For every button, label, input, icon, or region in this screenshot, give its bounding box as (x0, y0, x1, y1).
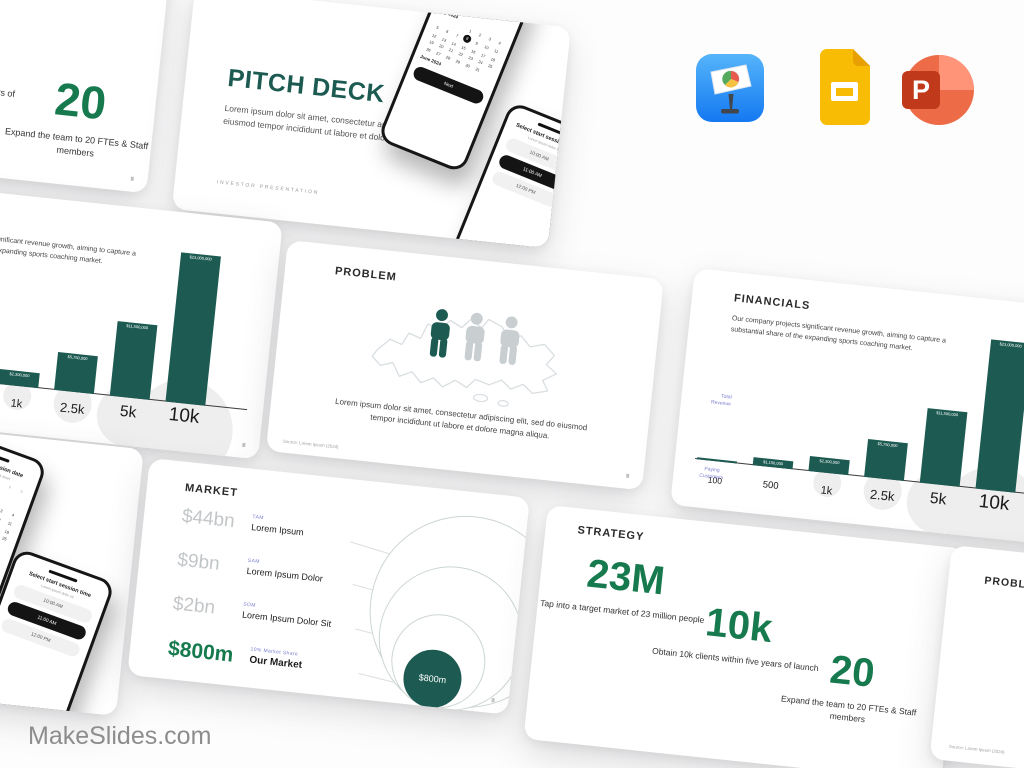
bar-value-label: $11,500,000 (125, 323, 149, 331)
weekday-label: S (19, 489, 24, 495)
stat-value: 20 (52, 72, 109, 130)
calendar-day: 11 (7, 519, 13, 527)
bubble-label: $800m (418, 672, 447, 686)
bar: $1,150,000 (752, 457, 794, 470)
bar-value-label: $1,150,000 (762, 459, 784, 467)
svg-text:P: P (912, 75, 930, 105)
bar: $2,300,000 (808, 456, 850, 476)
revenue-bar-chart: 100$1,150,000500$2,300,0001k$5,750,0002.… (0, 222, 248, 460)
slide-financials-fragment[interactable]: FINANCIALS Our company projects signific… (0, 181, 283, 460)
bar-value-label: $2,300,000 (9, 371, 30, 379)
bar-value-label: $23,000,000 (189, 254, 213, 262)
slide-title: STRATEGY (576, 524, 645, 544)
prev-month-day: 30 (464, 7, 471, 14)
weekday-label: T (467, 2, 472, 7)
calendar-day: 31 (474, 65, 481, 73)
stat-team: 20 Expand the team to 20 FTEs & Staff me… (762, 641, 939, 733)
weekday-label: T (487, 9, 492, 15)
prev-month-day: 29 (454, 3, 461, 10)
market-value: $2bn (171, 593, 217, 619)
slide-market[interactable]: MARKET $44bn TAM Lorem Ipsum $9bn SAM Lorem … (127, 458, 530, 715)
page-number-mark (242, 442, 246, 448)
phone-mockup-time: Select start session time Lorem ipsum dol… (0, 547, 116, 716)
slide-title: MARKET (184, 481, 239, 500)
calendar-day: 4 (497, 39, 502, 46)
slide-strategy[interactable]: STRATEGY 23M Tap into a target market of… (523, 505, 966, 768)
calendar-day: 25 (1, 535, 8, 542)
slide-strategy-fragment[interactable]: 10k Obtain 10k clients within five years… (0, 0, 178, 194)
calendar-day: 7 (455, 32, 460, 38)
bar: $5,750,000 (54, 352, 98, 395)
bar: $11,500,000 (919, 408, 968, 487)
slide-problem[interactable]: PROBLEM Lorem ipsum dolor sit amet, cons… (265, 240, 664, 491)
bar-value-label: $23,000,000 (999, 341, 1023, 349)
x-tick-label: 1k (10, 397, 23, 411)
bar-value-label: $2,300,000 (819, 458, 840, 466)
powerpoint-icon[interactable]: P (897, 50, 977, 135)
slide-financials[interactable]: FINANCIALS Our company projects signific… (670, 268, 1024, 547)
x-tick-label: 500 (762, 479, 780, 492)
slide-title: PITCH DECK (226, 63, 387, 109)
weekday-label: F (497, 13, 501, 19)
slide-phone-mockups-fragment[interactable]: Select start session dateLorem ipsum dol… (0, 428, 144, 716)
slide-title: FINANCIALS (733, 292, 811, 313)
bar: $5,750,000 (864, 439, 908, 482)
page-number-mark (491, 698, 495, 703)
calendar-day: 25 (487, 62, 494, 70)
person-icon-gray (464, 312, 485, 362)
market-row-tam: $44bn TAM Lorem Ipsum (181, 506, 412, 552)
keynote-icon[interactable] (694, 52, 766, 129)
slide-title: FINANCIALS (0, 205, 1, 225)
site-watermark: MakeSlides.com (28, 722, 212, 750)
market-row-our: $800m 10% Market Share Our Market (167, 637, 398, 685)
bar-value-label (697, 458, 737, 462)
source-note: Source: Lorem Ipsum (2024) (282, 438, 339, 450)
slide-pitch-deck[interactable]: PITCH DECK Lorem ipsum dolor sit amet, c… (171, 0, 571, 249)
person-icon-gray (499, 316, 520, 365)
calendar-day: 11 (493, 47, 500, 54)
bar-value-label: $11,500,000 (935, 410, 959, 418)
slide-title: PROBLEM (334, 265, 398, 284)
phone-subheader: Lorem ipsum dolor sit amet (461, 0, 504, 11)
source-note: Source: Lorem Ipsum (2024) (948, 743, 1005, 755)
bar: $2,300,000 (0, 369, 40, 389)
person-icon-teal (429, 309, 450, 358)
weekday-label: S (507, 17, 511, 23)
bar-value-label: $5,750,000 (877, 441, 898, 449)
bar: $23,000,000 (975, 339, 1024, 493)
google-slides-icon[interactable] (814, 46, 874, 133)
slide-eyebrow: INVESTOR PRESENTATION (216, 179, 320, 197)
slide-title: PROBLEM (983, 574, 1024, 593)
bar: $11,500,000 (109, 321, 158, 400)
market-value: $800m (166, 637, 235, 667)
stat-team: 20 Expand the team to 20 FTEs & Staff me… (0, 65, 168, 167)
weekday-label: W (477, 5, 482, 11)
bar (697, 457, 738, 464)
x-tick-label: 2.5k (59, 399, 86, 418)
x-tick-label: 2.5k (869, 486, 896, 505)
phone-screen: Select start session time Lorem ipsum dol… (0, 551, 112, 716)
phone-notch (0, 449, 10, 463)
market-value: $44bn (180, 505, 236, 533)
market-value: $9bn (176, 549, 221, 575)
phone-header: Select start session date (450, 0, 521, 11)
calendar-day: 4 (11, 511, 16, 518)
bar: $23,000,000 (165, 252, 221, 406)
page-number-mark (626, 473, 630, 478)
weekday-label: M (457, 0, 463, 3)
prev-month-day: 28 (444, 0, 451, 7)
page-number-mark (130, 176, 134, 181)
people-icons (425, 307, 526, 367)
bar-value-label: $5,750,000 (67, 354, 88, 362)
